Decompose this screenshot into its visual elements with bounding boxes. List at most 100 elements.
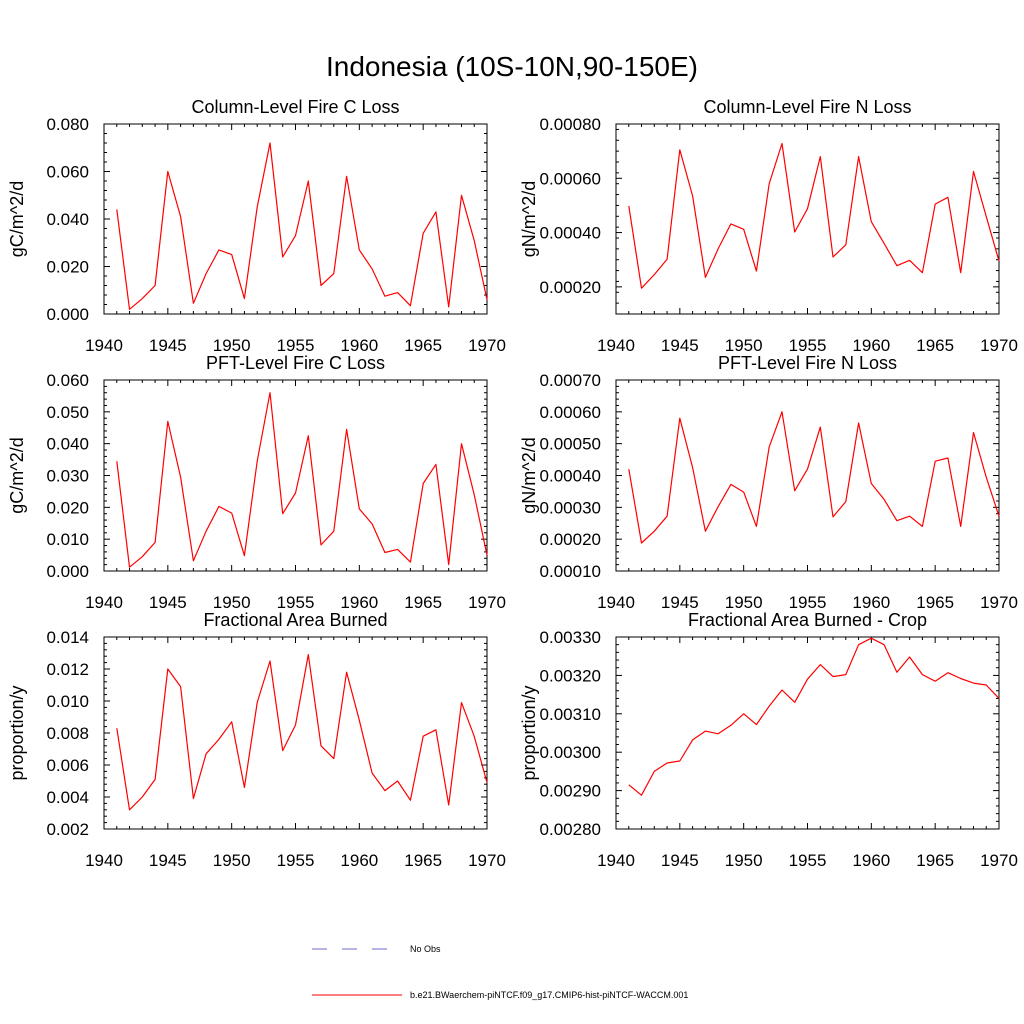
y-axis-label: proportion/y [519, 685, 539, 780]
x-tick-label: 1950 [725, 593, 763, 612]
x-tick-label: 1950 [213, 851, 251, 870]
x-tick-label: 1970 [980, 851, 1018, 870]
y-tick-label: 0.020 [46, 258, 89, 277]
y-tick-label: 0.00080 [540, 115, 601, 134]
plot-frame [103, 379, 488, 572]
x-tick-label: 1940 [85, 851, 123, 870]
y-tick-label: 0.00070 [540, 371, 601, 390]
y-tick-label: 0.002 [46, 820, 89, 839]
x-tick-label: 1965 [404, 851, 442, 870]
chart-panels: Column-Level Fire C Loss gC/m^2/d 1940 1945… [7, 97, 1018, 870]
y-tick-label: 0.00030 [540, 498, 601, 517]
chart-panel-2: Column-Level Fire N Loss gN/m^2/d 1940 1945… [519, 97, 1018, 355]
panel-title: Column-Level Fire N Loss [703, 97, 911, 117]
y-tick-label: 0.000 [46, 562, 89, 581]
x-tick-label: 1965 [916, 336, 954, 355]
x-tick-label: 1950 [213, 336, 251, 355]
legend-obs-label: No Obs [410, 944, 441, 954]
x-tick-label: 1945 [149, 851, 187, 870]
chart-panel-3: PFT-Level Fire C Loss gC/m^2/d 1940 1945 195… [7, 353, 506, 612]
y-tick-label: 0.040 [46, 435, 89, 454]
y-tick-label: 0.004 [46, 788, 89, 807]
legend-model-label: b.e21.BWaerchem-piNTCF.f09_g17.CMIP6-his… [410, 990, 688, 1000]
series-line-1 [628, 142, 1000, 289]
x-tick-label: 1950 [725, 336, 763, 355]
chart-panel-6: Fractional Area Burned - Crop proportion/… [519, 610, 1018, 870]
y-tick-label: 0.00020 [540, 278, 601, 297]
panel-title: Fractional Area Burned [203, 610, 387, 630]
y-tick-label: 0.030 [46, 467, 89, 486]
panel-title: Fractional Area Burned - Crop [688, 610, 927, 630]
y-tick-label: 0.020 [46, 498, 89, 517]
y-tick-label: 0.00310 [540, 705, 601, 724]
y-tick-label: 0.00050 [540, 435, 601, 454]
x-tick-label: 1945 [149, 593, 187, 612]
y-tick-label: 0.00010 [540, 562, 601, 581]
chart-panel-1: Column-Level Fire C Loss gC/m^2/d 1940 1945… [7, 97, 506, 355]
y-tick-label: 0.060 [46, 371, 89, 390]
y-tick-label: 0.00290 [540, 782, 601, 801]
y-tick-label: 0.010 [46, 692, 89, 711]
legend: No Obs b.e21.BWaerchem-piNTCF.f09_g17.CM… [312, 944, 688, 1000]
plot-frame [103, 123, 488, 315]
y-tick-label: 0.00280 [540, 820, 601, 839]
y-tick-label: 0.040 [46, 210, 89, 229]
x-tick-label: 1945 [661, 593, 699, 612]
x-tick-label: 1970 [468, 336, 506, 355]
x-tick-label: 1955 [789, 851, 827, 870]
panel-title: PFT-Level Fire C Loss [206, 353, 385, 373]
chart-panel-5: Fractional Area Burned proportion/y 1940 19… [7, 610, 506, 870]
x-tick-label: 1950 [213, 593, 251, 612]
x-tick-label: 1945 [661, 336, 699, 355]
x-tick-label: 1960 [340, 851, 378, 870]
plot-frame [615, 123, 1000, 315]
x-tick-label: 1960 [852, 593, 890, 612]
y-tick-label: 0.000 [46, 305, 89, 324]
x-tick-label: 1965 [404, 336, 442, 355]
chart-panel-4: PFT-Level Fire N Loss gN/m^2/d 1940 1945 195… [519, 353, 1018, 612]
x-tick-label: 1960 [852, 851, 890, 870]
x-tick-label: 1945 [149, 336, 187, 355]
y-tick-label: 0.00060 [540, 403, 601, 422]
plot-frame [615, 636, 1000, 830]
x-tick-label: 1940 [85, 593, 123, 612]
x-tick-label: 1965 [916, 851, 954, 870]
x-tick-label: 1970 [980, 593, 1018, 612]
y-tick-label: 0.012 [46, 660, 89, 679]
x-tick-label: 1960 [340, 593, 378, 612]
x-tick-label: 1945 [661, 851, 699, 870]
y-tick-label: 0.00300 [540, 743, 601, 762]
x-tick-label: 1955 [789, 336, 827, 355]
x-tick-label: 1940 [597, 851, 635, 870]
y-tick-label: 0.00040 [540, 467, 601, 486]
series-line-1 [116, 142, 488, 310]
y-tick-label: 0.008 [46, 724, 89, 743]
y-tick-label: 0.006 [46, 756, 89, 775]
x-tick-label: 1965 [404, 593, 442, 612]
x-tick-label: 1965 [916, 593, 954, 612]
x-tick-label: 1940 [597, 336, 635, 355]
y-tick-label: 0.080 [46, 115, 89, 134]
x-tick-label: 1955 [277, 336, 315, 355]
y-tick-label: 0.010 [46, 530, 89, 549]
x-tick-label: 1955 [789, 593, 827, 612]
y-tick-label: 0.014 [46, 628, 89, 647]
panel-title: Column-Level Fire C Loss [191, 97, 399, 117]
y-tick-label: 0.050 [46, 403, 89, 422]
x-tick-label: 1960 [340, 336, 378, 355]
x-tick-label: 1955 [277, 593, 315, 612]
y-axis-label: gN/m^2/d [519, 437, 539, 513]
series-line-1 [116, 392, 488, 568]
y-tick-label: 0.00060 [540, 169, 601, 188]
x-tick-label: 1955 [277, 851, 315, 870]
y-tick-label: 0.00330 [540, 628, 601, 647]
y-tick-label: 0.00020 [540, 530, 601, 549]
x-tick-label: 1960 [852, 336, 890, 355]
series-line-1 [628, 637, 1000, 796]
x-tick-label: 1940 [85, 336, 123, 355]
y-axis-label: gN/m^2/d [519, 181, 539, 257]
y-axis-label: gC/m^2/d [7, 181, 27, 257]
x-tick-label: 1940 [597, 593, 635, 612]
y-tick-label: 0.060 [46, 163, 89, 182]
